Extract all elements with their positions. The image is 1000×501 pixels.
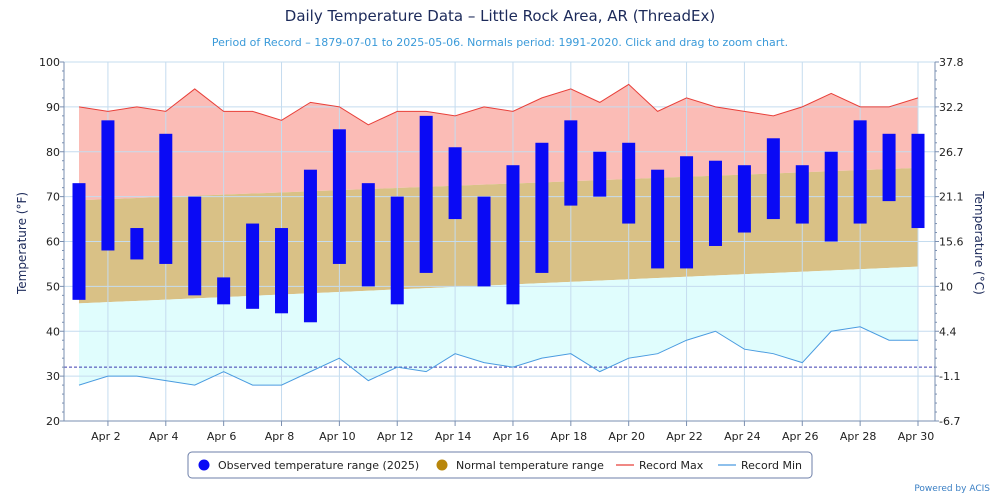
legend[interactable]: Observed temperature range (2025) Normal … — [187, 451, 813, 479]
legend-label: Record Max — [639, 459, 704, 472]
x-tick-label: Apr 12 — [377, 430, 414, 443]
legend-item[interactable]: Normal temperature range — [436, 459, 605, 472]
x-tick-label: Apr 20 — [608, 430, 645, 443]
axes: 20 -6.7 30 -1.1 40 4.4 50 10 60 15.6 70 21.1 80 26.7 9… — [39, 56, 964, 443]
y-tick-label-right: 26.7 — [939, 146, 964, 159]
observed-bar[interactable] — [853, 120, 867, 224]
y-tick-label-right: 21.1 — [939, 191, 964, 204]
observed-bar[interactable] — [593, 151, 607, 197]
legend-label: Observed temperature range (2025) — [218, 459, 419, 472]
y-tick-label-right: 15.6 — [939, 236, 964, 249]
normal-range-band — [79, 167, 918, 304]
observed-bar[interactable] — [188, 196, 202, 296]
record-high-band — [79, 84, 918, 201]
observed-bars[interactable] — [72, 115, 925, 323]
legend-label: Normal temperature range — [456, 459, 604, 472]
legend-item[interactable]: Record Max — [616, 459, 704, 472]
y-tick-label-left: 50 — [46, 280, 60, 293]
observed-bar[interactable] — [651, 169, 665, 269]
observed-bar[interactable] — [217, 277, 231, 305]
y-tick-label-left: 100 — [39, 56, 60, 69]
legend-item[interactable]: Record Min — [718, 459, 802, 472]
observed-bar[interactable] — [448, 147, 462, 220]
x-tick-label: Apr 18 — [551, 430, 588, 443]
observed-bar[interactable] — [390, 196, 404, 305]
y-axis-title-left: Temperature (°F) — [15, 192, 29, 295]
legend-marker-icon — [436, 459, 448, 471]
credits-link[interactable]: Powered by ACIS — [914, 484, 990, 494]
observed-bar[interactable] — [72, 183, 86, 300]
legend-marker-icon — [198, 459, 210, 471]
observed-bar[interactable] — [361, 183, 375, 287]
record-min-line — [78, 326, 918, 386]
x-tick-label: Apr 2 — [91, 430, 121, 443]
chart-subtitle: Period of Record – 1879-07-01 to 2025-05… — [212, 36, 788, 49]
observed-bar[interactable] — [419, 115, 433, 273]
legend-label: Record Min — [741, 459, 802, 472]
background-bands — [79, 84, 918, 386]
record-max-line — [78, 83, 919, 126]
x-tick-label: Apr 26 — [782, 430, 819, 443]
y-tick-label-right: 32.2 — [939, 101, 964, 114]
observed-bar[interactable] — [564, 120, 578, 206]
y-tick-label-left: 80 — [46, 146, 60, 159]
observed-bar[interactable] — [680, 156, 694, 269]
y-tick-label-left: 70 — [46, 191, 60, 204]
y-tick-label-left: 40 — [46, 325, 60, 338]
chart-title: Daily Temperature Data – Little Rock Are… — [285, 7, 715, 25]
record-low-band — [79, 266, 918, 386]
observed-bar[interactable] — [130, 228, 144, 260]
observed-bar[interactable] — [506, 165, 520, 305]
x-tick-label: Apr 6 — [207, 430, 237, 443]
x-tick-label: Apr 28 — [840, 430, 877, 443]
y-tick-label-right: 37.8 — [939, 56, 964, 69]
x-tick-label: Apr 24 — [724, 430, 761, 443]
y-tick-label-right: 10 — [939, 280, 953, 293]
x-tick-label: Apr 22 — [666, 430, 703, 443]
y-tick-label-left: 90 — [46, 101, 60, 114]
observed-bar[interactable] — [101, 120, 115, 251]
observed-bar[interactable] — [303, 169, 317, 323]
observed-bar[interactable] — [477, 196, 491, 287]
observed-bar[interactable] — [622, 142, 636, 224]
observed-bar[interactable] — [911, 133, 925, 229]
y-tick-label-left: 60 — [46, 236, 60, 249]
x-tick-label: Apr 10 — [319, 430, 356, 443]
y-axis-title-right: Temperature (°C) — [972, 190, 986, 295]
x-tick-label: Apr 14 — [435, 430, 472, 443]
y-tick-label-left: 30 — [46, 370, 60, 383]
y-tick-label-right: -1.1 — [939, 370, 960, 383]
y-tick-label-right: -6.7 — [939, 415, 960, 428]
observed-bar[interactable] — [708, 160, 722, 246]
y-tick-label-left: 20 — [46, 415, 60, 428]
observed-bar[interactable] — [535, 142, 549, 273]
legend-box — [187, 451, 813, 479]
observed-bar[interactable] — [332, 129, 346, 264]
x-tick-label: Apr 30 — [898, 430, 935, 443]
observed-bar[interactable] — [159, 133, 173, 264]
observed-bar[interactable] — [882, 133, 896, 202]
observed-bar[interactable] — [737, 165, 751, 233]
observed-bar[interactable] — [246, 223, 260, 309]
x-tick-label: Apr 4 — [149, 430, 179, 443]
y-tick-label-right: 4.4 — [939, 325, 957, 338]
observed-bar[interactable] — [795, 165, 809, 224]
x-tick-label: Apr 8 — [265, 430, 295, 443]
legend-item[interactable]: Observed temperature range (2025) — [198, 459, 420, 472]
observed-bar[interactable] — [275, 228, 289, 314]
observed-bar[interactable] — [824, 151, 838, 242]
record-lines — [78, 83, 919, 386]
x-tick-label: Apr 16 — [493, 430, 530, 443]
observed-bar[interactable] — [766, 138, 780, 220]
